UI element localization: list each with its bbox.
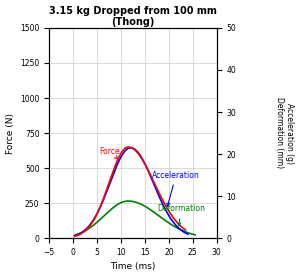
Text: Acceleration: Acceleration xyxy=(152,171,200,206)
X-axis label: Time (ms): Time (ms) xyxy=(110,262,156,271)
Y-axis label: Force (N): Force (N) xyxy=(6,112,15,153)
Y-axis label: Acceleration (g)
Deformation (mm): Acceleration (g) Deformation (mm) xyxy=(275,98,294,169)
Title: 3.15 kg Dropped from 100 mm
(Thong): 3.15 kg Dropped from 100 mm (Thong) xyxy=(49,6,217,27)
Text: Deformation: Deformation xyxy=(157,204,205,226)
Text: Force: Force xyxy=(100,147,120,159)
